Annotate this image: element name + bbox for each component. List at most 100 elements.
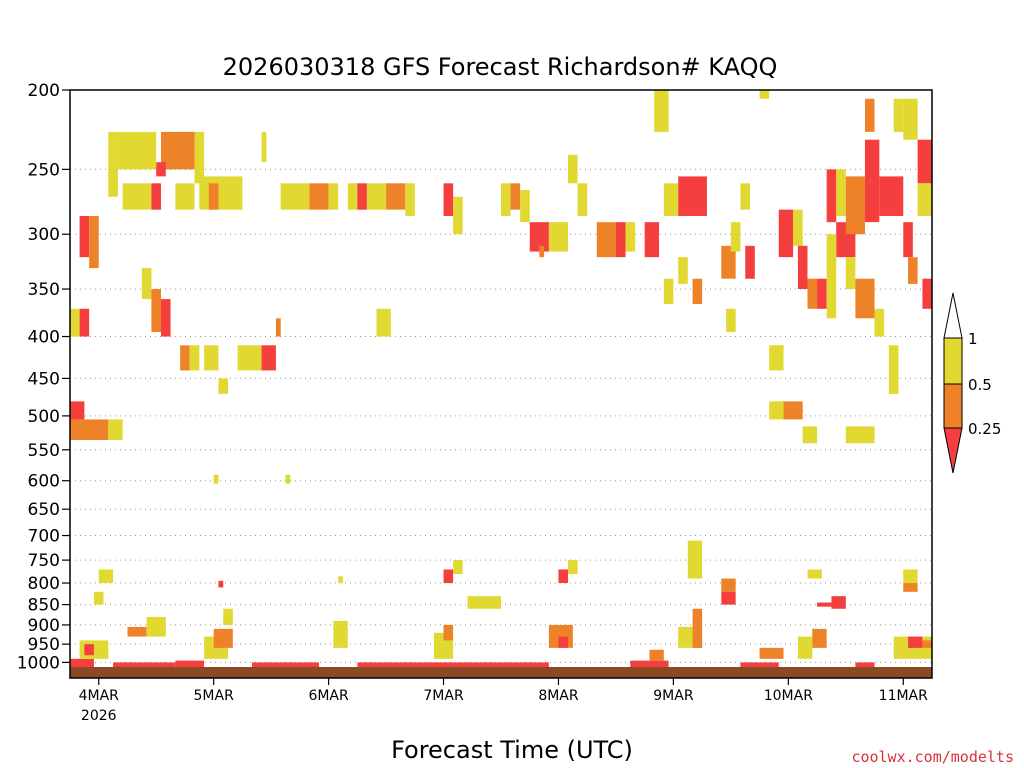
y-tick-label: 300 xyxy=(28,225,60,245)
data-cell xyxy=(529,222,549,252)
data-cell xyxy=(596,222,616,258)
data-cell xyxy=(740,662,779,667)
data-cell xyxy=(893,98,904,132)
y-tick-label: 250 xyxy=(28,160,60,180)
y-tick-label: 700 xyxy=(28,527,60,547)
data-cell xyxy=(328,183,339,210)
data-cell xyxy=(70,308,80,337)
data-cell xyxy=(855,662,875,667)
data-cell xyxy=(922,278,932,309)
data-cell xyxy=(113,662,176,667)
x-tick-label: 7MAR xyxy=(423,688,464,704)
data-cell xyxy=(817,602,832,607)
data-cell xyxy=(79,308,90,337)
data-cell xyxy=(817,278,827,309)
data-cell xyxy=(453,196,463,235)
data-cell xyxy=(793,209,803,246)
x-tick-sublabel: 2026 xyxy=(81,708,117,724)
data-cell xyxy=(831,596,846,609)
data-cell xyxy=(218,580,224,588)
data-cell xyxy=(864,98,875,132)
data-cell xyxy=(826,234,837,319)
data-cell xyxy=(908,636,923,648)
data-cell xyxy=(156,162,166,177)
x-tick-label: 9MAR xyxy=(653,688,694,704)
data-cell xyxy=(213,628,233,648)
data-cell xyxy=(79,215,90,258)
data-cell xyxy=(759,90,770,99)
data-cell xyxy=(309,183,329,210)
data-cell xyxy=(237,345,262,371)
data-cell xyxy=(180,345,190,371)
data-cell xyxy=(357,183,367,210)
data-cell xyxy=(151,289,161,333)
credit-text: coolwx.com/modelts xyxy=(851,748,1014,766)
data-cell xyxy=(845,426,875,444)
data-cell xyxy=(864,139,880,223)
data-cell xyxy=(558,636,569,648)
data-cell xyxy=(721,245,736,279)
y-tick-label: 950 xyxy=(28,635,60,655)
data-cell xyxy=(122,183,152,210)
data-cell xyxy=(108,419,123,440)
legend-swatch-yellow xyxy=(943,337,963,385)
y-tick-label: 400 xyxy=(28,328,60,348)
y-tick-label: 750 xyxy=(28,551,60,571)
data-cell xyxy=(141,268,152,300)
data-cell xyxy=(285,474,291,484)
y-tick-label: 600 xyxy=(28,472,60,492)
data-cell xyxy=(338,576,343,584)
data-cell xyxy=(874,308,885,337)
x-tick-label: 11MAR xyxy=(879,688,928,704)
legend-swatch-orange xyxy=(943,383,963,429)
legend-swatch-red xyxy=(943,427,963,474)
data-cell xyxy=(769,345,784,371)
data-cell xyxy=(692,278,703,304)
x-tick-label: 5MAR xyxy=(194,688,235,704)
data-cells xyxy=(70,90,932,667)
data-cell xyxy=(98,569,114,584)
y-tick-label: 550 xyxy=(28,441,60,461)
data-cell xyxy=(917,139,932,184)
data-cell xyxy=(745,245,755,279)
data-cell xyxy=(70,401,85,420)
data-cell xyxy=(108,131,118,197)
data-cell xyxy=(280,183,310,210)
data-cell xyxy=(908,257,918,284)
data-cell xyxy=(678,176,707,216)
y-tick-label: 900 xyxy=(28,616,60,636)
data-cell xyxy=(568,154,578,184)
data-cell xyxy=(443,624,454,641)
data-cell xyxy=(692,608,703,648)
y-tick-label: 1000 xyxy=(17,653,60,673)
x-axis-label: Forecast Time (UTC) xyxy=(391,736,633,764)
data-cell xyxy=(888,345,899,394)
data-cell xyxy=(175,660,205,667)
data-cell xyxy=(443,569,454,584)
data-cell xyxy=(730,222,741,252)
data-cell xyxy=(903,583,918,592)
data-cell xyxy=(199,176,243,210)
data-cell xyxy=(117,131,157,170)
data-cell xyxy=(721,591,736,605)
data-cell xyxy=(347,183,358,210)
data-cell xyxy=(615,222,626,258)
data-cell xyxy=(903,98,918,140)
data-cell xyxy=(189,345,200,371)
data-cell xyxy=(275,318,281,337)
data-cell xyxy=(453,560,463,575)
data-cell xyxy=(520,190,530,223)
data-cell xyxy=(630,660,669,667)
data-cell xyxy=(649,649,664,661)
y-tick-label: 350 xyxy=(28,280,60,300)
data-cell xyxy=(577,183,588,216)
data-cell xyxy=(146,616,166,637)
data-cell xyxy=(802,426,818,444)
data-cell xyxy=(769,401,784,420)
data-cell xyxy=(84,644,94,656)
data-cell xyxy=(251,662,320,667)
data-cell xyxy=(223,608,233,625)
x-axis: 4MAR 2026 5MAR 6MAR 7MAR 8MAR 9MAR 10MAR 11MAR xyxy=(79,678,928,724)
data-cell xyxy=(687,540,703,579)
